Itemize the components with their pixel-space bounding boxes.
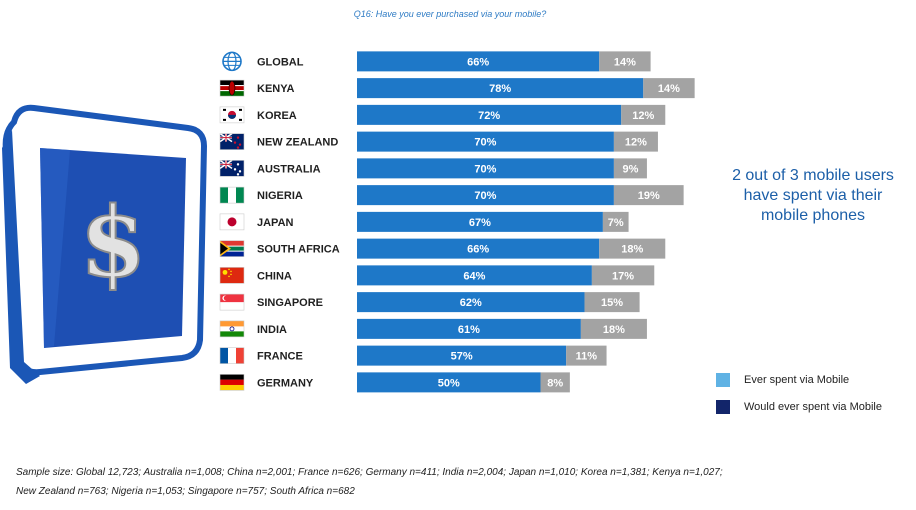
category-label: SINGAPORE [257, 297, 323, 309]
bar-ever-global [357, 51, 600, 72]
category-label: INDIA [257, 324, 287, 336]
legend-label-would: Would ever spent via Mobile [744, 401, 882, 413]
flag-new-zealand-icon [219, 132, 245, 150]
data-label-would: 19% [638, 190, 660, 202]
flag-germany-icon [219, 374, 245, 391]
data-label-ever: 57% [451, 351, 473, 363]
sample-size-footnote: Sample size: Global 12,723; Australia n=… [16, 463, 896, 501]
flag-japan-icon [219, 213, 245, 231]
bar-would-australia [613, 158, 647, 179]
bar-ever-germany [357, 372, 541, 393]
data-label-ever: 64% [463, 270, 485, 282]
category-label: CHINA [257, 270, 292, 282]
data-label-would: 7% [608, 217, 624, 229]
bar-would-japan [602, 211, 629, 232]
bar-would-kenya [643, 78, 695, 99]
data-label-would: 15% [601, 297, 623, 309]
data-label-ever: 50% [438, 377, 460, 389]
data-label-ever: 66% [467, 244, 489, 256]
bar-would-india [580, 318, 647, 339]
legend-label-ever: Ever spent via Mobile [744, 374, 850, 386]
category-label: GERMANY [257, 377, 314, 389]
bar-ever-china [357, 265, 592, 286]
bar-would-germany [540, 372, 570, 393]
flag-singapore-icon [219, 293, 245, 311]
legend-item-ever: Ever spent via Mobile [716, 371, 882, 389]
data-label-would: 8% [547, 377, 563, 389]
data-label-ever: 61% [458, 324, 480, 336]
legend: Ever spent via Mobile Would ever spent v… [716, 371, 882, 425]
bar-ever-nigeria [357, 185, 614, 206]
data-label-would: 17% [612, 270, 634, 282]
flag-india-icon [219, 320, 245, 338]
flag-south-africa-icon [219, 240, 245, 257]
data-label-would: 14% [658, 83, 680, 95]
category-label: KOREA [257, 110, 297, 122]
flag-nigeria-icon [219, 186, 245, 204]
category-label: GLOBAL [257, 56, 304, 68]
bar-would-singapore [584, 292, 640, 313]
flag-korea-icon [219, 106, 245, 124]
category-label: NEW ZEALAND [257, 137, 338, 149]
data-label-ever: 70% [474, 190, 496, 202]
footnote-line-1: Sample size: Global 12,723; Australia n=… [16, 467, 723, 478]
globe-icon [222, 51, 242, 72]
stacked-bar-chart: GLOBAL 66% 14% KENYA 78% 14% KOREA 72% 12% NEW ZE… [219, 51, 695, 393]
data-label-ever: 62% [460, 297, 482, 309]
bar-ever-france [357, 345, 567, 366]
bar-ever-kenya [357, 78, 644, 99]
callout-text: 2 out of 3 mobile users have spent via t… [732, 167, 894, 224]
bar-ever-singapore [357, 292, 585, 313]
legend-swatch-ever [716, 373, 730, 387]
flag-china-icon [219, 267, 245, 284]
category-label: JAPAN [257, 217, 294, 229]
bar-ever-korea [357, 104, 622, 125]
data-label-would: 9% [622, 163, 638, 175]
category-label: NIGERIA [257, 190, 303, 202]
dollar-phone-icon: $ [2, 104, 208, 384]
bar-would-new-zealand [613, 131, 658, 152]
flag-kenya-icon [219, 79, 245, 97]
flag-australia-icon [219, 159, 245, 177]
bar-ever-new-zealand [357, 131, 614, 152]
data-label-would: 12% [632, 110, 654, 122]
bar-ever-australia [357, 158, 614, 179]
flag-france-icon [219, 347, 245, 364]
bar-would-france [566, 345, 607, 366]
bar-would-global [599, 51, 651, 72]
question-title: Q16: Have you ever purchased via your mo… [353, 9, 547, 19]
bar-ever-south-africa [357, 238, 600, 259]
bar-would-south-africa [599, 238, 666, 259]
legend-item-would: Would ever spent via Mobile [716, 398, 882, 416]
data-label-ever: 72% [478, 110, 500, 122]
bar-would-china [591, 265, 655, 286]
category-label: SOUTH AFRICA [257, 244, 340, 256]
data-label-would: 12% [625, 137, 647, 149]
data-label-ever: 78% [489, 83, 511, 95]
data-label-ever: 70% [474, 163, 496, 175]
category-label: FRANCE [257, 351, 303, 363]
data-label-would: 14% [614, 56, 636, 68]
footnote-line-2: New Zealand n=763; Nigeria n=1,053; Sing… [16, 486, 355, 497]
bar-ever-japan [357, 211, 603, 232]
data-label-would: 11% [576, 351, 598, 363]
data-label-ever: 66% [467, 56, 489, 68]
svg-text:$: $ [80, 186, 147, 299]
data-label-ever: 70% [474, 137, 496, 149]
bar-ever-india [357, 318, 581, 339]
data-label-would: 18% [603, 324, 625, 336]
legend-swatch-would [716, 400, 730, 414]
data-label-would: 18% [621, 244, 643, 256]
category-label: KENYA [257, 83, 295, 95]
bar-would-nigeria [613, 185, 684, 206]
data-label-ever: 67% [469, 217, 491, 229]
bar-would-korea [621, 104, 666, 125]
category-label: AUSTRALIA [257, 163, 321, 175]
